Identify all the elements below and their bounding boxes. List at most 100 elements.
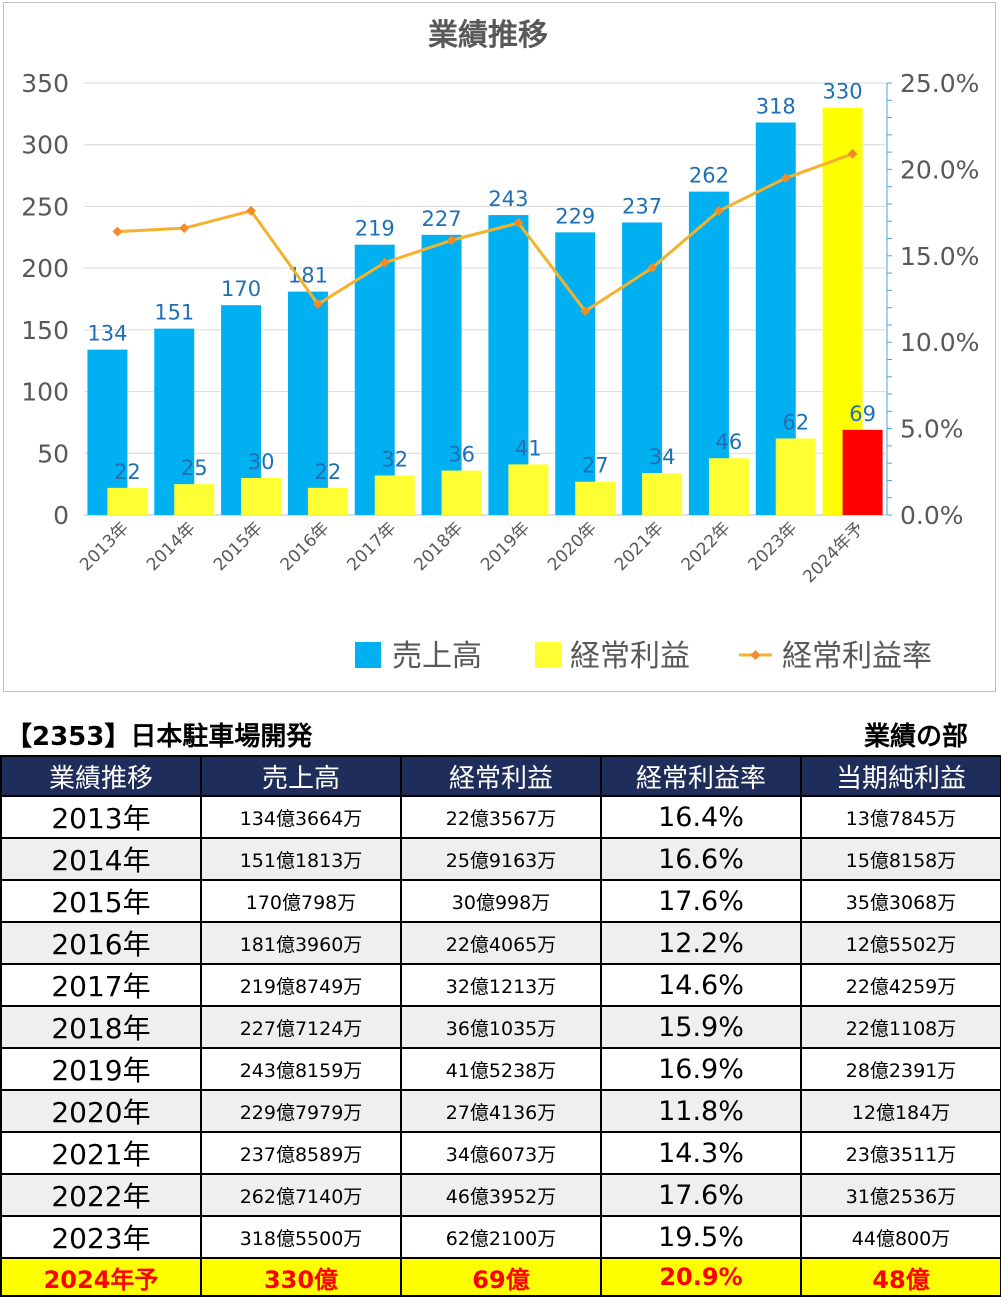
table-row: 2022年 262億7140万 46億3952万 17.6% 31億2536万 <box>0 1173 1001 1217</box>
data-label-ordinary-profit: 27 <box>582 454 609 478</box>
bar-ordinary-profit <box>174 484 215 515</box>
bar-ordinary-profit <box>241 477 282 515</box>
bar-sales <box>154 328 195 515</box>
bar-ordinary-profit <box>842 429 883 515</box>
x-tick-label: 2023年 <box>745 518 802 575</box>
bar-ordinary-profit <box>642 473 683 515</box>
x-tick-label: 2015年 <box>210 518 267 575</box>
data-label-sales: 229 <box>555 204 595 228</box>
cell-net-income: 48億 <box>800 1257 1001 1297</box>
data-label-sales: 219 <box>355 217 395 241</box>
cell-net-income: 28億2391万 <box>800 1047 1001 1091</box>
legend-swatch-ordinary-profit <box>535 642 561 668</box>
cell-profit-margin: 16.4% <box>600 795 802 839</box>
cell-sales: 237億8589万 <box>200 1131 402 1175</box>
data-label-sales: 243 <box>488 187 528 211</box>
marker-profit-margin <box>112 226 123 237</box>
y-tick-left: 100 <box>21 378 69 407</box>
data-label-sales: 170 <box>221 277 261 301</box>
table-row: 2015年 170億798万 30億998万 17.6% 35億3068万 <box>0 879 1001 923</box>
data-label-ordinary-profit: 34 <box>649 445 676 469</box>
marker-profit-margin <box>379 257 390 268</box>
cell-net-income: 22億1108万 <box>800 1005 1001 1049</box>
cell-ordinary-profit: 25億9163万 <box>400 837 602 881</box>
bar-ordinary-profit <box>107 487 148 515</box>
bar-ordinary-profit <box>441 470 482 515</box>
marker-profit-margin <box>780 173 791 183</box>
bar-sales <box>421 234 462 515</box>
cell-ordinary-profit: 34億6073万 <box>400 1131 602 1175</box>
y-tick-left: 200 <box>21 254 69 283</box>
marker-profit-margin <box>446 235 457 246</box>
data-label-ordinary-profit: 25 <box>181 456 208 480</box>
table-row: 2019年 243億8159万 41億5238万 16.9% 28億2391万 <box>0 1047 1001 1091</box>
cell-profit-margin: 17.6% <box>600 1173 802 1217</box>
cell-sales: 243億8159万 <box>200 1047 402 1091</box>
bar-ordinary-profit <box>708 458 749 515</box>
cell-sales: 134億3664万 <box>200 795 402 839</box>
cell-ordinary-profit: 69億 <box>400 1257 602 1297</box>
cell-ordinary-profit: 41億5238万 <box>400 1047 602 1091</box>
cell-period: 2019年 <box>0 1047 202 1091</box>
marker-profit-margin <box>647 262 658 273</box>
x-tick-label: 2020年 <box>544 518 601 575</box>
y-tick-left: 250 <box>21 192 69 221</box>
marker-profit-margin <box>713 205 724 216</box>
cell-period: 2018年 <box>0 1005 202 1049</box>
cell-net-income: 13億7845万 <box>800 795 1001 839</box>
data-label-ordinary-profit: 46 <box>716 430 743 454</box>
performance-chart: 業績推移 0 50 100 150 200 250 300 350 0.0% 5.0% 10.0% 15… <box>21 18 979 674</box>
data-label-sales: 262 <box>689 164 729 188</box>
data-label-sales: 181 <box>288 264 328 288</box>
legend-label-ordinary-profit: 経常利益 <box>570 639 690 674</box>
cell-profit-margin: 15.9% <box>600 1005 802 1049</box>
y-tick-left: 0 <box>53 501 69 530</box>
heading: 【2353】日本駐車場開発 業績の部 <box>6 716 996 752</box>
cell-net-income: 12億184万 <box>800 1089 1001 1133</box>
cell-ordinary-profit: 22億4065万 <box>400 921 602 965</box>
cell-profit-margin: 16.6% <box>600 837 802 881</box>
data-label-sales: 318 <box>756 94 796 118</box>
line-profit-margin <box>117 152 854 314</box>
y-tick-left: 150 <box>21 316 69 345</box>
cell-period: 2023年 <box>0 1215 202 1259</box>
bar-sales <box>354 244 395 516</box>
cell-ordinary-profit: 30億998万 <box>400 879 602 923</box>
company-title: 【2353】日本駐車場開発 <box>6 722 313 752</box>
y-tick-right: 25.0% <box>900 69 979 98</box>
data-label-ordinary-profit: 36 <box>448 443 475 467</box>
data-label-ordinary-profit: 41 <box>515 436 542 460</box>
cell-sales: 151億1813万 <box>200 837 402 881</box>
x-tick-label: 2017年 <box>344 518 401 575</box>
cell-sales: 219億8749万 <box>200 963 402 1007</box>
cell-sales: 318億5500万 <box>200 1215 402 1259</box>
x-tick-label: 2016年 <box>277 518 334 575</box>
cell-ordinary-profit: 22億3567万 <box>400 795 602 839</box>
table-row: 2021年 237億8589万 34億6073万 14.3% 23億3511万 <box>0 1131 1001 1175</box>
data-label-sales: 237 <box>622 194 662 218</box>
y-tick-right: 5.0% <box>900 415 964 444</box>
header-sales: 売上高 <box>200 755 402 797</box>
cell-period: 2022年 <box>0 1173 202 1217</box>
cell-period: 2016年 <box>0 921 202 965</box>
cell-sales: 330億 <box>200 1257 402 1297</box>
performance-table: 業績推移 売上高 経常利益 経常利益率 当期純利益 2013年 134億3664万… <box>0 755 1001 1297</box>
legend-label-sales: 売上高 <box>392 639 482 674</box>
cell-ordinary-profit: 27億4136万 <box>400 1089 602 1133</box>
data-label-ordinary-profit: 69 <box>849 402 876 426</box>
bar-ordinary-profit <box>508 464 549 515</box>
cell-sales: 227億7124万 <box>200 1005 402 1049</box>
chart-panel: 業績推移 0 50 100 150 200 250 300 350 0.0% 5.0% 10.0% 15… <box>3 2 996 692</box>
cell-ordinary-profit: 62億2100万 <box>400 1215 602 1259</box>
x-tick-label: 2022年 <box>678 518 735 575</box>
cell-sales: 262億7140万 <box>200 1173 402 1217</box>
cell-net-income: 23億3511万 <box>800 1131 1001 1175</box>
x-tick-label: 2018年 <box>410 518 467 575</box>
cell-ordinary-profit: 36億1035万 <box>400 1005 602 1049</box>
marker-profit-margin <box>246 205 257 216</box>
cell-profit-margin: 14.6% <box>600 963 802 1007</box>
legend-marker-profit-margin <box>750 650 761 660</box>
table-row: 2014年 151億1813万 25億9163万 16.6% 15億8158万 <box>0 837 1001 881</box>
bar-sales <box>87 349 128 515</box>
table-row: 2013年 134億3664万 22億3567万 16.4% 13億7845万 <box>0 795 1001 839</box>
